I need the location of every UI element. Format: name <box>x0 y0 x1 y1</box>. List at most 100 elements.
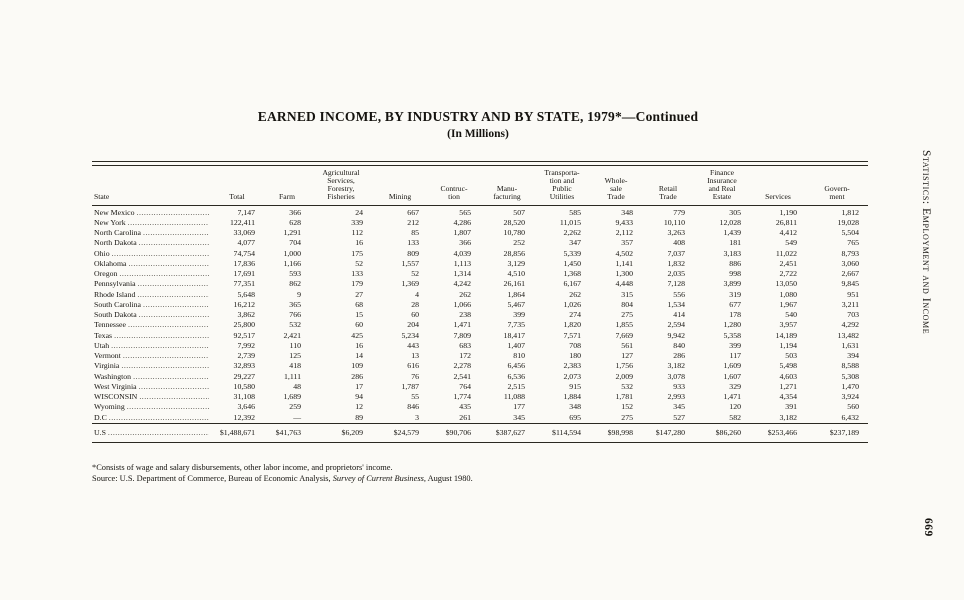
value-cell: 110 <box>289 340 301 350</box>
value-cell: 4,077 <box>237 238 255 248</box>
value-cell: 5,648 <box>237 289 255 299</box>
value-cell: 28,520 <box>503 217 525 227</box>
dot-leader <box>133 372 209 382</box>
value-cell: 24 <box>355 207 363 217</box>
value-cell: 1,194 <box>779 340 797 350</box>
state-cell: WISCONSIN <box>92 392 210 402</box>
state-cell: Vermont <box>92 351 210 361</box>
state-cell: North Carolina <box>92 228 210 238</box>
column-header: Manu-facturing <box>480 165 534 206</box>
value-cell: 1,026 <box>563 299 581 309</box>
value-cell: 565 <box>459 207 471 217</box>
value-cell: 7,809 <box>453 330 471 340</box>
value-cell: 862 <box>289 279 301 289</box>
value-cell: 120 <box>729 402 741 412</box>
state-name: South Dakota <box>94 310 137 320</box>
value-cell: 703 <box>847 310 859 320</box>
value-cell: 810 <box>513 351 525 361</box>
page-number: 669 <box>922 518 934 537</box>
value-cell: 4,242 <box>453 279 471 289</box>
value-cell: 133 <box>351 269 363 279</box>
value-cell: 1,080 <box>779 289 797 299</box>
value-cell: 1,967 <box>779 299 797 309</box>
state-name: Ohio <box>94 248 110 258</box>
column-header: Transporta-tion and Public Utilities <box>534 165 590 206</box>
state-name: Washington <box>94 371 132 381</box>
value-cell: 94 <box>355 392 363 402</box>
state-name: Oklahoma <box>94 258 127 268</box>
value-cell: 32,893 <box>233 361 255 371</box>
table-row: Virginia 32,893 418 109 616 2,278 6,456 2,383 1,… <box>92 361 868 371</box>
state-name: New Mexico <box>94 207 135 217</box>
column-header: Mining <box>372 165 428 206</box>
value-cell: 6,456 <box>507 361 525 371</box>
value-cell: 425 <box>351 330 363 340</box>
page-title: EARNED INCOME, BY INDUSTRY AND BY STATE,… <box>257 109 699 124</box>
state-cell: South Carolina <box>92 300 210 310</box>
dot-leader <box>139 382 209 392</box>
state-cell: New York <box>92 218 210 228</box>
value-cell: 52 <box>411 269 419 279</box>
dot-leader <box>121 361 209 371</box>
value-cell: 7,571 <box>563 330 581 340</box>
value-cell: 1,000 <box>283 248 301 258</box>
state-cell: Oklahoma <box>92 259 210 269</box>
value-cell: 347 <box>569 238 581 248</box>
table-row: Utah 7,992 110 16 443 683 1,407 708 561 840 399 1,1… <box>92 341 868 351</box>
state-name: West Virginia <box>94 381 137 391</box>
value-cell: 3,862 <box>237 310 255 320</box>
value-cell: 76 <box>411 371 419 381</box>
value-cell: 5,234 <box>401 330 419 340</box>
value-cell: 345 <box>673 402 685 412</box>
value-cell: 180 <box>569 351 581 361</box>
table-row: Washington 29,227 1,111 286 76 2,541 6,536 2,07… <box>92 372 868 382</box>
value-cell: 204 <box>407 320 419 330</box>
value-cell: 667 <box>407 207 419 217</box>
value-cell: 391 <box>785 402 797 412</box>
value-cell: 3,182 <box>779 412 797 422</box>
income-table: State Total Farm Agricultural Services, Fores… <box>92 164 868 444</box>
value-cell: 14 <box>355 351 363 361</box>
value-cell: 1,113 <box>453 258 471 268</box>
value-cell: 933 <box>673 381 685 391</box>
value-cell: $6,209 <box>310 422 372 444</box>
state-cell: Texas <box>92 331 210 341</box>
state-name: Rhode Island <box>94 289 136 299</box>
state-cell: Rhode Island <box>92 290 210 300</box>
value-cell: 1,439 <box>723 228 741 238</box>
value-cell: 252 <box>513 238 525 248</box>
value-cell: 4,354 <box>779 392 797 402</box>
value-cell: 549 <box>785 238 797 248</box>
value-cell: 1,864 <box>507 289 525 299</box>
value-cell: 527 <box>673 412 685 422</box>
value-cell: 1,756 <box>615 361 633 371</box>
value-cell: 677 <box>729 299 741 309</box>
value-cell: 133 <box>407 238 419 248</box>
value-cell: 74,754 <box>233 248 255 258</box>
value-cell: 10,110 <box>663 217 685 227</box>
value-cell: 2,739 <box>237 351 255 361</box>
value-cell: 6,432 <box>841 412 859 422</box>
value-cell: 89 <box>355 412 363 422</box>
value-cell: 766 <box>289 310 301 320</box>
value-cell: 26,811 <box>775 217 797 227</box>
footnotes: *Consists of wage and salary disbursemen… <box>92 463 872 484</box>
value-cell: 695 <box>569 412 581 422</box>
value-cell: 414 <box>673 310 685 320</box>
value-cell: 1,166 <box>283 258 301 268</box>
state-cell: West Virginia <box>92 382 210 392</box>
state-name: Vermont <box>94 351 121 361</box>
total-row: U.S $1,488,671$41,763$6,209$24,579$90,706… <box>92 422 868 444</box>
value-cell: 28,856 <box>503 248 525 258</box>
value-cell: 399 <box>729 340 741 350</box>
value-cell: 418 <box>289 361 301 371</box>
value-cell: 1,369 <box>401 279 419 289</box>
value-cell: 7,037 <box>667 248 685 258</box>
state-cell: Pennsylvania <box>92 279 210 289</box>
value-cell: 12 <box>355 402 363 412</box>
value-cell: 9,433 <box>615 217 633 227</box>
value-cell: 4,448 <box>615 279 633 289</box>
value-cell: 3,183 <box>723 248 741 258</box>
table-row: New Mexico 7,147 366 24 667 565 507 585 348 779 30… <box>92 205 868 218</box>
